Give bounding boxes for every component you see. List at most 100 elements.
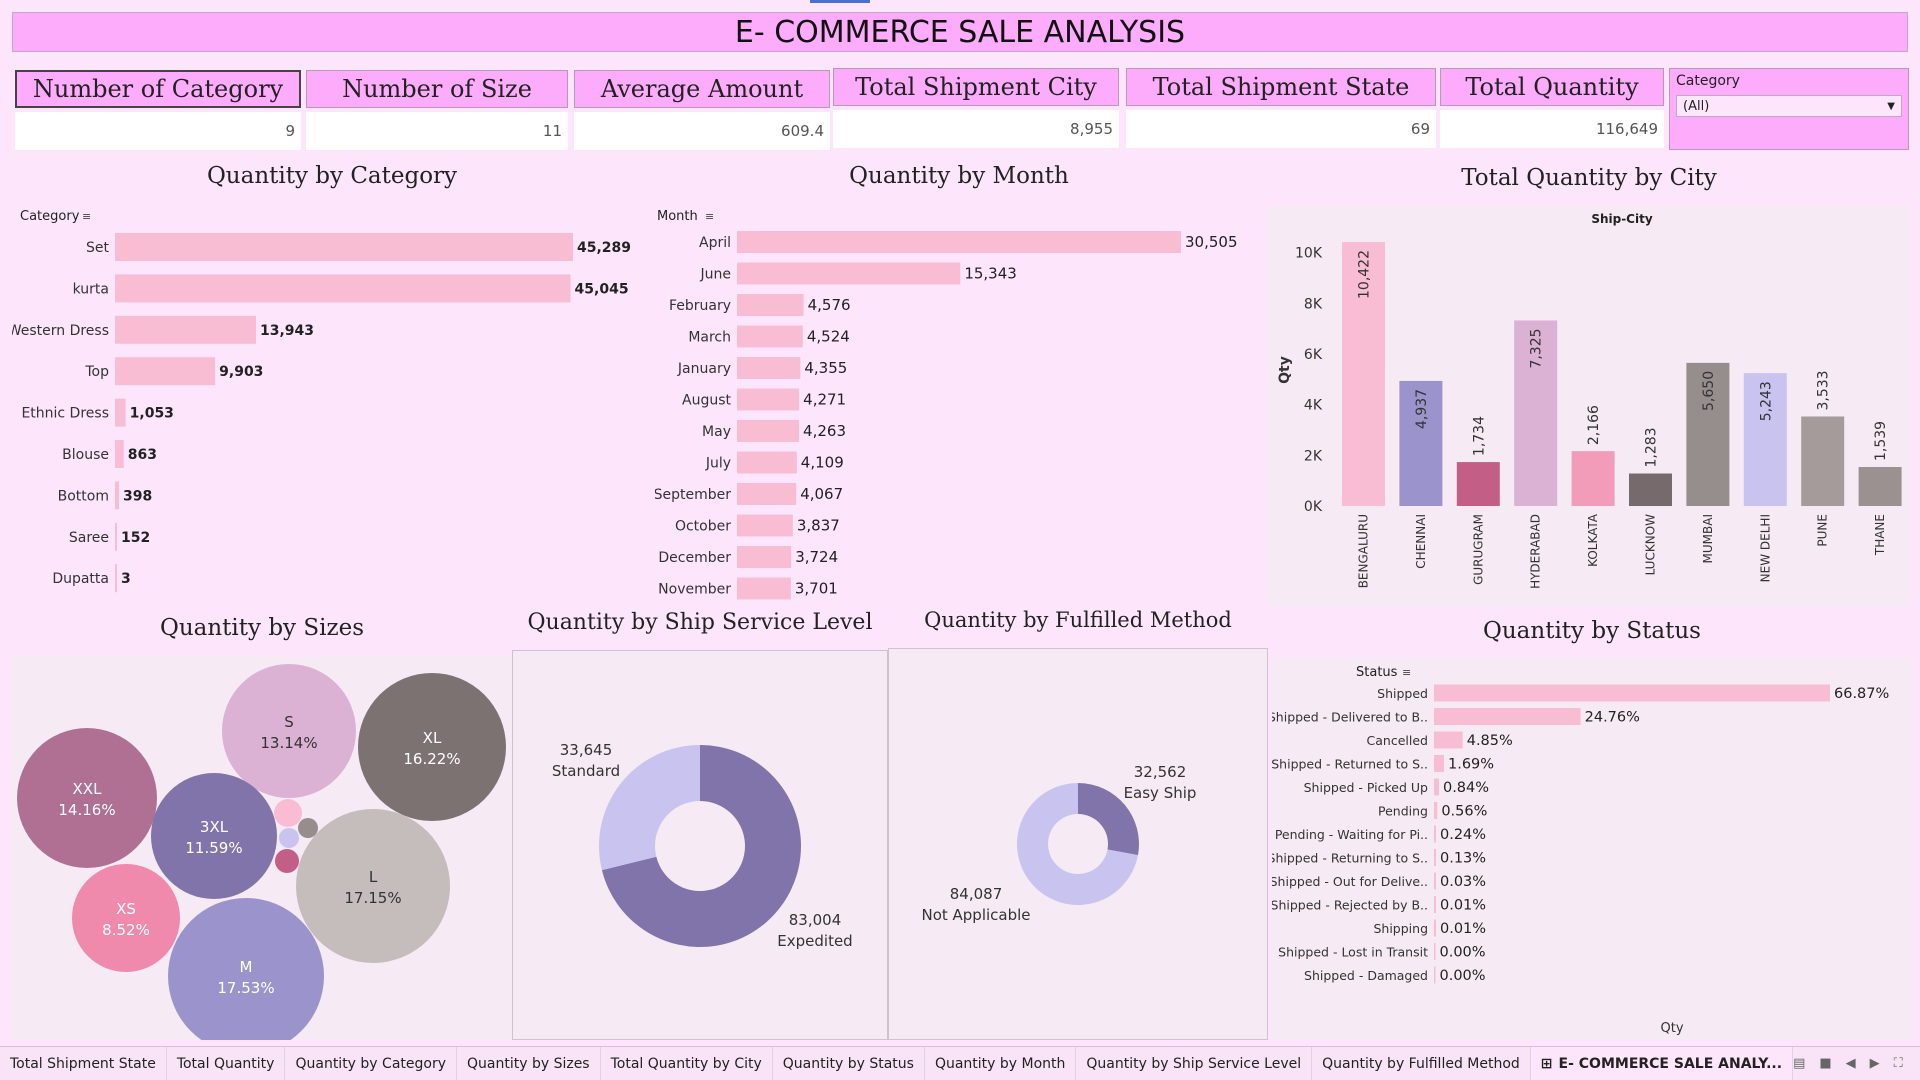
- bar: [115, 357, 216, 386]
- kpi-total-shipment-state-header[interactable]: Total Shipment State: [1126, 68, 1436, 106]
- tab-quantity-by-month[interactable]: Quantity by Month: [925, 1047, 1077, 1080]
- city-x-tick-label: KOLKATA: [1586, 513, 1600, 567]
- filmstrip-icon[interactable]: ■: [1819, 1056, 1832, 1071]
- y-tick-label: 4K: [1304, 398, 1323, 414]
- bar-category-label: Ethnic Dress: [21, 406, 109, 422]
- tab-quantity-by-sizes[interactable]: Quantity by Sizes: [457, 1047, 601, 1080]
- bar-category-label: October: [675, 519, 731, 535]
- y-tick-label: 2K: [1304, 448, 1323, 464]
- size-bubble-pct: 16.22%: [403, 750, 460, 768]
- sizes-bubble-chart: S 13.14% XL 16.22% XXL 14.16% 3XL 11.59% L 17.15%…: [12, 655, 512, 1040]
- bar: [737, 357, 801, 379]
- tab-total-shipment-state[interactable]: Total Shipment State: [0, 1047, 167, 1080]
- bar-value-label: 4.85%: [1467, 733, 1513, 749]
- donut-slice-name: Easy Ship: [1124, 784, 1197, 802]
- size-bubble: [151, 773, 277, 899]
- city-x-tick-label: LUCKNOW: [1644, 514, 1658, 576]
- bar-value-label: 398: [123, 488, 152, 504]
- city-bar: [1801, 416, 1845, 506]
- tab-quantity-by-category[interactable]: Quantity by Category: [285, 1047, 457, 1080]
- tab-quantity-by-status[interactable]: Quantity by Status: [773, 1047, 925, 1080]
- size-bubble-name: 3XL: [200, 818, 229, 836]
- bar: [1434, 919, 1436, 937]
- size-bubble-name: XS: [116, 900, 136, 918]
- bar-category-label: Shipped - Picked Up: [1304, 780, 1428, 795]
- previous-sheet-icon[interactable]: ◀: [1845, 1056, 1856, 1071]
- bar: [737, 262, 961, 285]
- bar: [1434, 802, 1438, 819]
- donut-slice-value: 84,087: [950, 885, 1003, 903]
- donut-slice-value: 83,004: [789, 911, 842, 929]
- size-bubble-name: XL: [423, 729, 442, 747]
- category-filter-label: Category: [1676, 73, 1740, 89]
- bar-category-label: April: [699, 235, 731, 251]
- donut-slice: [599, 745, 700, 871]
- size-bubble-name: S: [284, 713, 294, 731]
- kpi-number-of-size-header[interactable]: Number of Size: [306, 70, 568, 108]
- bar-category-label: Western Dress: [12, 323, 109, 339]
- show-sheets-icon[interactable]: ▤: [1793, 1056, 1806, 1071]
- bar-value-label: 4,355: [804, 359, 847, 377]
- bar-value-label: 0.00%: [1440, 945, 1486, 961]
- size-bubble-small: [298, 818, 318, 838]
- bar-value-label: 24.76%: [1585, 710, 1640, 726]
- bar-value-label: 4,067: [800, 485, 843, 503]
- month-bar-chart: Month ≡ April 30,505 June 15,343 February 4,576…: [655, 209, 1238, 600]
- tab-dashboard-label: E- COMMERCE SALE ANALY...: [1558, 1055, 1783, 1072]
- bar-value-label: 4,576: [808, 296, 851, 314]
- bar-category-label: February: [669, 298, 731, 314]
- kpi-total-quantity-header[interactable]: Total Quantity: [1440, 68, 1664, 106]
- kpi-average-amount-header[interactable]: Average Amount: [574, 70, 830, 108]
- category-select[interactable]: (All) ▼: [1676, 95, 1902, 117]
- donut-slice: [1078, 783, 1139, 856]
- y-axis-label: Qty: [1277, 356, 1293, 384]
- dashboard-title: E- COMMERCE SALE ANALYSIS: [12, 12, 1908, 52]
- city-x-tick-label: THANE: [1873, 514, 1887, 556]
- city-x-tick-label: PUNE: [1816, 514, 1830, 547]
- kpi-label: Number of Category: [32, 75, 284, 103]
- donut-slice-value: 33,645: [560, 741, 613, 759]
- kpi-total-shipment-city-header[interactable]: Total Shipment City: [833, 68, 1119, 106]
- city-bar: [1514, 320, 1558, 506]
- size-bubble-pct: 17.53%: [217, 979, 274, 997]
- bar-value-label: 4,524: [807, 328, 850, 346]
- x-axis-label: Qty: [1660, 1021, 1683, 1036]
- next-sheet-icon[interactable]: ▶: [1869, 1056, 1880, 1071]
- bar: [1434, 825, 1436, 843]
- bar: [737, 577, 791, 600]
- tab-total-quantity[interactable]: Total Quantity: [167, 1047, 286, 1080]
- city-x-tick-label: CHENNAI: [1414, 514, 1428, 569]
- bar-category-label: June: [700, 267, 732, 283]
- bar-category-label: Shipped - Out for Delive..: [1272, 874, 1428, 889]
- tab-quantity-by-fulfilled-method[interactable]: Quantity by Fulfilled Method: [1312, 1047, 1531, 1080]
- bar: [737, 420, 800, 442]
- city-x-tick-label: GURUGRAM: [1471, 514, 1485, 585]
- kpi-number-of-size-value: 11: [306, 112, 568, 150]
- more-icon[interactable]: ⋮: [1917, 1056, 1920, 1071]
- bar-value-label: 3,724: [795, 548, 838, 566]
- title-quantity-by-category: Quantity by Category: [206, 163, 458, 189]
- kpi-number-of-category-header[interactable]: Number of Category: [15, 70, 301, 108]
- bar: [1434, 849, 1436, 866]
- bar-value-label: 13,943: [260, 323, 314, 339]
- bar: [115, 233, 573, 261]
- bar: [1434, 778, 1439, 796]
- bar-category-label: December: [658, 550, 731, 566]
- size-bubble-name: L: [369, 868, 378, 886]
- kpi-label: Total Quantity: [1465, 73, 1639, 101]
- bar: [737, 546, 792, 568]
- tab-dashboard-active[interactable]: ⊞ E- COMMERCE SALE ANALY...: [1530, 1047, 1794, 1080]
- bar: [737, 294, 804, 316]
- bar-value-label: 45,045: [575, 281, 629, 297]
- kpi-value: 609.4: [781, 122, 824, 140]
- city-bar-value-label: 7,325: [1529, 328, 1545, 368]
- city-x-tick-label: HYDERABAD: [1529, 514, 1543, 589]
- bar-value-label: 4,109: [801, 454, 844, 472]
- tab-quantity-by-ship-service-level[interactable]: Quantity by Ship Service Level: [1076, 1047, 1313, 1080]
- title-quantity-by-sizes: Quantity by Sizes: [159, 615, 364, 641]
- fullscreen-icon[interactable]: ⛶: [1893, 1056, 1903, 1071]
- bar-category-label: Blouse: [62, 447, 109, 463]
- title-quantity-by-month: Quantity by Month: [849, 163, 1069, 189]
- status-chart-background: [1272, 658, 1912, 1040]
- tab-total-quantity-by-city[interactable]: Total Quantity by City: [601, 1047, 773, 1080]
